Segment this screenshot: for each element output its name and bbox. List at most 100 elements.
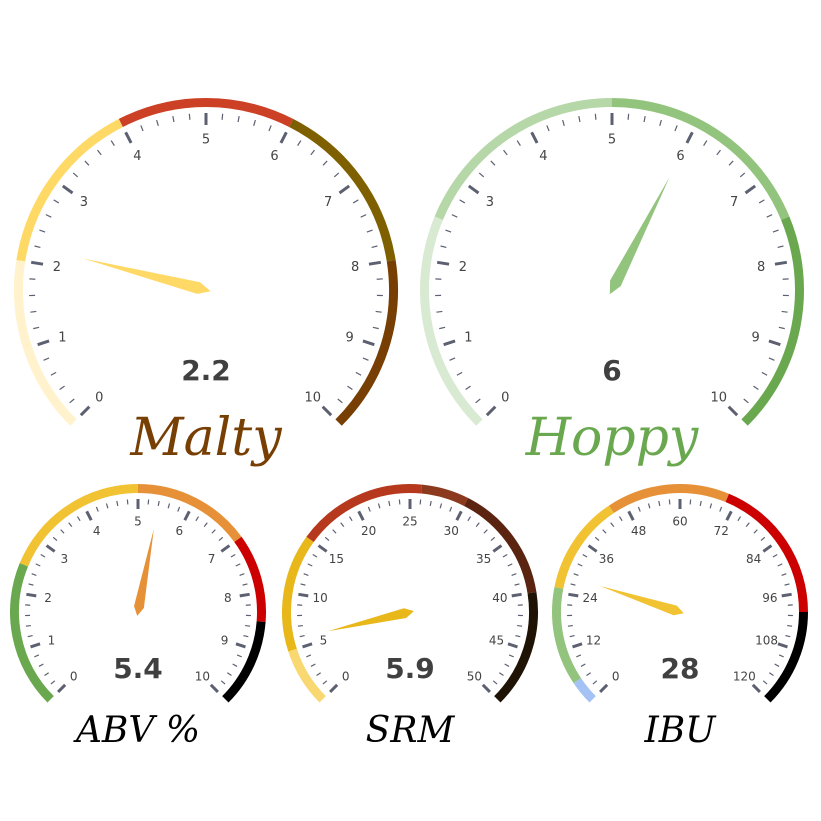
major-tick (762, 544, 773, 553)
minor-tick (253, 119, 256, 126)
tick-label: 120 (733, 670, 756, 684)
minor-tick (760, 536, 766, 542)
minor-tick (594, 113, 597, 120)
tick-label: 96 (762, 591, 777, 605)
minor-tick (562, 119, 565, 126)
major-tick (321, 405, 333, 417)
minor-tick (116, 500, 119, 507)
minor-tick (637, 506, 641, 512)
tick-label: 1 (48, 633, 56, 647)
gauge-band (463, 497, 537, 594)
gauge-band (434, 98, 613, 220)
minor-tick (211, 529, 216, 534)
minor-tick (699, 500, 702, 507)
tick-label: 3 (61, 552, 69, 566)
gauge-band (420, 216, 483, 426)
minor-tick (25, 624, 31, 627)
minor-tick (573, 573, 579, 576)
gauge-malty: 0 1 2 3 4 5 6 7 8 9 10 2.2 Malty (14, 98, 398, 468)
minor-tick (105, 503, 109, 509)
minor-tick (60, 529, 65, 534)
tick-label: 9 (751, 330, 759, 345)
minor-tick (492, 680, 498, 685)
minor-tick (69, 398, 75, 404)
minor-tick (772, 553, 778, 558)
tick-label: 8 (351, 260, 359, 275)
tick-label: 60 (672, 514, 687, 528)
minor-tick (627, 113, 630, 120)
minor-tick (787, 624, 793, 627)
major-tick (781, 592, 792, 598)
major-tick (436, 260, 450, 266)
tick-label: 4 (539, 149, 547, 164)
minor-tick (784, 583, 790, 586)
minor-tick (236, 654, 242, 658)
gauge-band (10, 563, 54, 703)
tick-label: 50 (467, 670, 482, 684)
minor-tick (371, 245, 378, 249)
minor-tick (445, 229, 452, 233)
tick-label: 2 (44, 591, 52, 605)
gauge-band (222, 621, 266, 703)
minor-tick (777, 245, 784, 249)
minor-tick (567, 624, 573, 627)
gauge-band (234, 536, 266, 623)
minor-tick (226, 672, 232, 677)
minor-tick (38, 663, 44, 667)
minor-tick (569, 634, 575, 638)
tick-label: 35 (476, 552, 491, 566)
gauge-srm: 0 5 10 15 20 25 30 35 40 45 50 5.9 SRM (282, 484, 538, 751)
minor-tick (465, 385, 471, 390)
tick-label: 6 (676, 149, 684, 164)
gauge-band (421, 484, 469, 507)
minor-tick (766, 214, 773, 218)
minor-tick (84, 160, 90, 166)
minor-tick (586, 672, 592, 677)
minor-tick (449, 506, 453, 512)
minor-tick (761, 371, 768, 376)
major-tick (455, 510, 463, 521)
minor-tick (40, 553, 46, 558)
tick-label: 1 (464, 330, 472, 345)
minor-tick (459, 199, 466, 204)
minor-tick (367, 506, 371, 512)
minor-tick (50, 680, 56, 685)
gauge-needle (134, 529, 154, 616)
minor-tick (483, 529, 488, 534)
minor-tick (232, 663, 238, 667)
tick-label: 25 (402, 514, 417, 528)
minor-tick (110, 140, 115, 146)
minor-tick (778, 326, 785, 330)
minor-tick (490, 160, 496, 166)
gauge-needle (609, 177, 670, 295)
gauge-band (608, 484, 729, 514)
minor-tick (610, 522, 615, 528)
minor-tick (245, 624, 251, 627)
major-tick (85, 510, 93, 521)
gauge-title: ABV % (73, 710, 200, 751)
minor-tick (310, 663, 316, 667)
minor-tick (297, 624, 303, 627)
minor-tick (758, 199, 765, 204)
minor-tick (239, 573, 245, 576)
minor-tick (27, 634, 33, 638)
minor-tick (582, 553, 588, 558)
gauge-band (554, 505, 614, 589)
major-tick (279, 131, 288, 144)
minor-tick (203, 522, 208, 528)
minor-tick (44, 672, 50, 677)
minor-tick (502, 553, 508, 558)
minor-tick (303, 573, 309, 576)
minor-tick (507, 563, 513, 567)
minor-tick (297, 140, 302, 146)
tick-label: 5 (608, 133, 616, 148)
tick-label: 8 (757, 260, 765, 275)
minor-tick (322, 680, 328, 685)
major-tick (57, 683, 67, 693)
minor-tick (45, 214, 52, 218)
minor-tick (768, 357, 775, 361)
gauge-needle (327, 608, 414, 632)
minor-tick (478, 172, 485, 178)
gauge-title: SRM (366, 710, 456, 751)
minor-tick (300, 583, 306, 586)
